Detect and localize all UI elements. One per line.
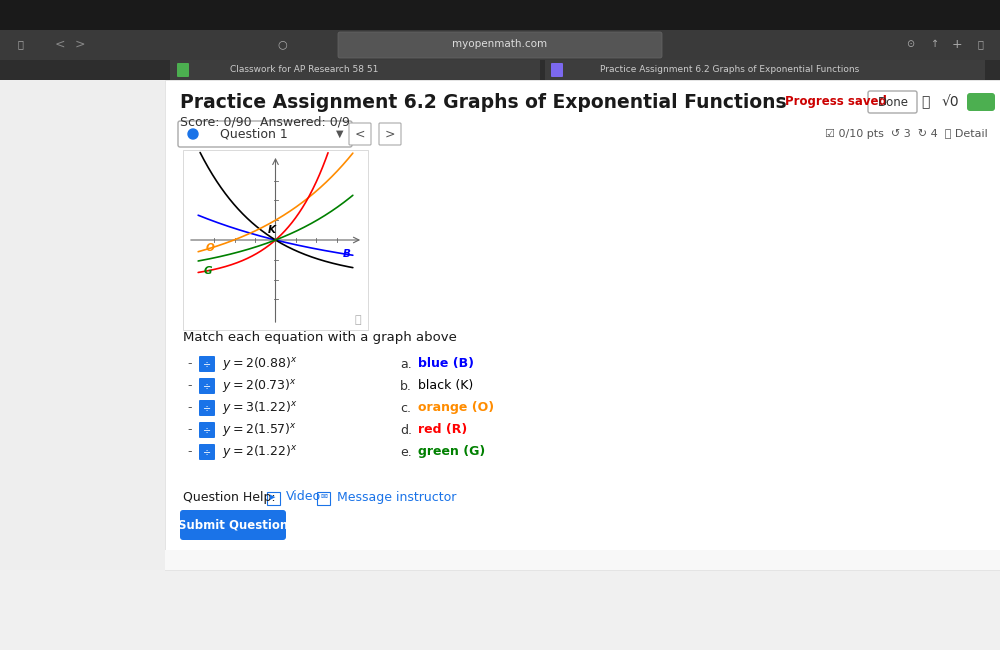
FancyBboxPatch shape (199, 378, 215, 394)
Text: blue (B): blue (B) (418, 358, 474, 370)
FancyBboxPatch shape (170, 60, 540, 80)
Text: $y = 3(1.22)^x$: $y = 3(1.22)^x$ (222, 400, 297, 417)
FancyBboxPatch shape (551, 63, 563, 77)
Text: ÷: ÷ (203, 425, 211, 435)
Text: Classwork for AP Research 58 51: Classwork for AP Research 58 51 (230, 66, 378, 75)
Text: b.: b. (400, 380, 412, 393)
FancyBboxPatch shape (349, 123, 371, 145)
Text: $y = 2(0.88)^x$: $y = 2(0.88)^x$ (222, 356, 298, 372)
Text: Done: Done (878, 96, 908, 109)
Text: $y = 2(1.22)^x$: $y = 2(1.22)^x$ (222, 443, 297, 460)
Text: Message instructor: Message instructor (337, 491, 456, 504)
Text: $y = 2(0.73)^x$: $y = 2(0.73)^x$ (222, 378, 297, 395)
Text: orange (O): orange (O) (418, 402, 494, 415)
FancyBboxPatch shape (379, 123, 401, 145)
Text: -: - (188, 358, 192, 370)
Text: √0: √0 (941, 95, 959, 109)
FancyBboxPatch shape (178, 121, 352, 147)
FancyBboxPatch shape (180, 510, 286, 540)
Text: >: > (385, 127, 395, 140)
Text: -: - (188, 445, 192, 458)
Text: ▼: ▼ (336, 129, 344, 139)
Text: ⬜: ⬜ (977, 39, 983, 49)
Text: red (R): red (R) (418, 424, 467, 437)
FancyBboxPatch shape (165, 550, 1000, 570)
FancyBboxPatch shape (317, 492, 330, 505)
Text: green (G): green (G) (418, 445, 485, 458)
Text: $y = 2(1.57)^x$: $y = 2(1.57)^x$ (222, 421, 297, 439)
Text: -: - (188, 424, 192, 437)
Text: Answered: 0/9: Answered: 0/9 (260, 116, 350, 129)
Text: c.: c. (400, 402, 411, 415)
FancyBboxPatch shape (267, 492, 280, 505)
FancyBboxPatch shape (0, 60, 1000, 80)
Text: Score: 0/90: Score: 0/90 (180, 116, 252, 129)
Text: >: > (75, 38, 85, 51)
Text: ↑: ↑ (931, 39, 939, 49)
FancyBboxPatch shape (545, 60, 985, 80)
FancyBboxPatch shape (177, 63, 189, 77)
FancyBboxPatch shape (967, 93, 995, 111)
Text: a.: a. (400, 358, 412, 370)
Text: G: G (204, 266, 213, 276)
Text: Submit Question: Submit Question (178, 519, 288, 532)
Text: -: - (188, 380, 192, 393)
Text: <: < (355, 127, 365, 140)
Text: -: - (188, 402, 192, 415)
Text: ÷: ÷ (203, 403, 211, 413)
Circle shape (188, 129, 198, 139)
Text: Video: Video (286, 491, 321, 504)
Text: <: < (55, 38, 65, 51)
Text: Practice Assignment 6.2 Graphs of Exponential Functions: Practice Assignment 6.2 Graphs of Expone… (180, 92, 787, 112)
Text: B: B (343, 250, 351, 259)
Text: d.: d. (400, 424, 412, 437)
Text: 🔍: 🔍 (355, 315, 361, 325)
Text: ÷: ÷ (203, 359, 211, 369)
Text: ☑ 0/10 pts  ↺ 3  ↻ 4  ⓘ Detail: ☑ 0/10 pts ↺ 3 ↻ 4 ⓘ Detail (825, 129, 988, 139)
Text: black (K): black (K) (418, 380, 473, 393)
Text: K: K (267, 226, 275, 235)
FancyBboxPatch shape (199, 422, 215, 438)
Text: Progress saved: Progress saved (785, 96, 887, 109)
FancyBboxPatch shape (0, 80, 165, 570)
Text: ⬜: ⬜ (17, 39, 23, 49)
Text: ÷: ÷ (203, 381, 211, 391)
Text: 🖨: 🖨 (921, 95, 929, 109)
FancyBboxPatch shape (0, 0, 1000, 30)
Text: Question 1: Question 1 (220, 127, 288, 140)
Text: ✉: ✉ (320, 493, 328, 502)
FancyBboxPatch shape (0, 30, 1000, 60)
Text: O: O (206, 243, 215, 253)
Text: e.: e. (400, 445, 412, 458)
FancyBboxPatch shape (199, 444, 215, 460)
Text: ÷: ÷ (203, 447, 211, 457)
Text: +: + (952, 38, 962, 51)
Text: Question Help:: Question Help: (183, 491, 276, 504)
Text: myopenmath.com: myopenmath.com (452, 39, 548, 49)
Text: Match each equation with a graph above: Match each equation with a graph above (183, 332, 457, 344)
FancyBboxPatch shape (183, 150, 368, 330)
FancyBboxPatch shape (165, 80, 1000, 570)
Text: Practice Assignment 6.2 Graphs of Exponential Functions: Practice Assignment 6.2 Graphs of Expone… (600, 66, 859, 75)
Text: ⊙: ⊙ (906, 39, 914, 49)
FancyBboxPatch shape (868, 91, 917, 113)
Text: ○: ○ (277, 39, 287, 49)
FancyBboxPatch shape (199, 356, 215, 372)
FancyBboxPatch shape (338, 32, 662, 58)
FancyBboxPatch shape (199, 400, 215, 416)
Text: ▶: ▶ (270, 494, 276, 500)
